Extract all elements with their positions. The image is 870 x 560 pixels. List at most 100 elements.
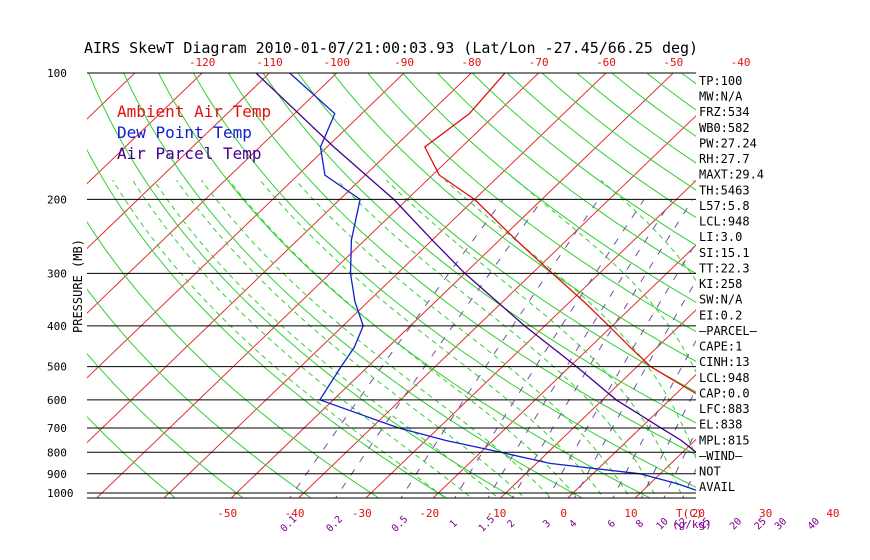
bottom-temp-tick: -50 [217, 507, 237, 520]
side-panel-item: LI:3.0 [699, 230, 742, 244]
dry-adiabat-line [123, 73, 584, 498]
dry-adiabat-line [227, 73, 696, 456]
dry-adiabat-line [367, 73, 696, 333]
x-axis-label-mixing: (g/kg) [672, 518, 712, 531]
top-temp-tick: -90 [394, 56, 414, 69]
x-axis-label-temp: T(C) [676, 507, 703, 520]
pressure-tick-labels: 100 200 300 400 500 600 700 800 900 1000 [47, 67, 74, 500]
dry-adiabat-line [87, 148, 448, 498]
dry-adiabat-line [158, 73, 652, 498]
side-panel-item: PW:27.24 [699, 136, 757, 150]
mixing-ratio-line [781, 199, 870, 502]
bottom-temp-tick: -20 [419, 507, 439, 520]
side-panel-item: SW:N/A [699, 293, 743, 307]
side-panel-item: TP:100 [699, 74, 742, 88]
isotherm-line [95, 73, 540, 498]
pressure-tick-label: 200 [47, 193, 67, 206]
side-panel-item: CAP:0.0 [699, 386, 750, 400]
bottom-temp-tick: 10 [624, 507, 637, 520]
chart-title: AIRS SkewT Diagram 2010-01-07/21:00:03.9… [84, 39, 698, 57]
isotherm-line [0, 64, 10, 502]
top-temp-labels: -120 -110 -100 -90 -80 -70 -60 -50 -40 [189, 56, 751, 69]
top-temp-tick: -120 [189, 56, 216, 69]
top-temp-tick: -80 [461, 56, 481, 69]
side-panel-item: RH:27.7 [699, 152, 750, 166]
moist-adiabat-line [385, 179, 684, 498]
mixing-ratio-tick: 8 [634, 518, 646, 530]
legend: Ambient Air Temp Dew Point Temp Air Parcel… [117, 102, 271, 163]
dry-adiabat-line [297, 73, 696, 393]
side-panel-item: AVAIL [699, 480, 735, 494]
bottom-temp-tick: 30 [759, 507, 772, 520]
side-panel-item: LCL:948 [699, 371, 750, 385]
mixing-ratio-tick: 1 [448, 518, 460, 530]
side-panel-item: —PARCEL— [699, 324, 758, 338]
dry-adiabat-line [87, 352, 244, 498]
isobar-lines [87, 72, 696, 499]
dry-adiabat-line [87, 416, 177, 498]
mixing-ratio-tick: 20 [728, 516, 744, 532]
bottom-temp-tick: 20 [692, 507, 705, 520]
top-temp-tick: -50 [663, 56, 683, 69]
side-panel-item: CINH:13 [699, 355, 750, 369]
bottom-temp-tick: 40 [826, 507, 839, 520]
moist-adiabat-line [176, 179, 526, 498]
dry-adiabat-line [751, 73, 870, 502]
pressure-tick-label: 1000 [47, 487, 74, 500]
moist-adiabat-line [200, 179, 552, 498]
top-temp-tick: -60 [596, 56, 616, 69]
plot-area [0, 64, 870, 502]
side-panel-item: MAXT:29.4 [699, 168, 764, 182]
legend-entry: Dew Point Temp [117, 123, 252, 142]
side-panel-item: EI:0.2 [699, 308, 742, 322]
side-panel-item: FRZ:534 [699, 105, 750, 119]
mixing-ratio-line [760, 199, 870, 502]
series-line [289, 73, 696, 491]
pressure-tick-label: 600 [47, 394, 67, 407]
mixing-ratio-line [736, 199, 870, 502]
pressure-tick-label: 100 [47, 67, 67, 80]
side-panel-item: SI:15.1 [699, 246, 750, 260]
mixing-ratio-tick: 30 [773, 516, 789, 532]
mixing-ratio-line [400, 199, 599, 498]
pressure-tick-label: 700 [47, 422, 67, 435]
moist-adiabat-line [444, 179, 696, 460]
dry-adiabat-line [332, 73, 696, 362]
isotherm-line [766, 64, 870, 502]
side-panel-item: L57:5.8 [699, 199, 750, 213]
isotherm-line [87, 73, 405, 379]
isotherm-line [87, 73, 338, 314]
moist-adiabat-line [295, 179, 631, 498]
side-panel-item: —WIND— [699, 449, 743, 463]
bottom-temp-tick: -40 [285, 507, 305, 520]
side-panel-item: MPL:815 [699, 433, 750, 447]
mixing-ratio-lines [289, 199, 870, 502]
side-panel-item: TH:5463 [699, 183, 750, 197]
bottom-temp-tick: -30 [352, 507, 372, 520]
moist-adiabat-line [777, 180, 815, 502]
bottom-temp-labels: -50 -40 -30 -20 -10 0 10 20 30 40 [217, 507, 839, 520]
mixing-ratio-tick: 6 [606, 518, 618, 530]
mixing-ratio-tick: 2 [505, 518, 517, 530]
bottom-temp-tick: -10 [487, 507, 507, 520]
isotherm-line [230, 73, 674, 498]
side-panel-item: EL:838 [699, 418, 742, 432]
legend-entry: Ambient Air Temp [117, 102, 271, 121]
isotherm-line [87, 73, 203, 185]
side-panel-item: KI:258 [699, 277, 742, 291]
moist-adiabat-line [153, 179, 499, 498]
dry-adiabat-line [262, 73, 696, 424]
side-panel-item: MW:N/A [699, 90, 743, 104]
moist-adiabat-line [259, 179, 605, 498]
isotherm-line [0, 64, 77, 502]
pressure-tick-label: 500 [47, 361, 67, 374]
dry-adiabat-line [821, 73, 870, 502]
mixing-ratio-tick: 10 [655, 516, 671, 532]
isotherm-line [297, 115, 696, 498]
moist-adiabat-line [228, 179, 579, 498]
dry-adiabat-line [786, 73, 870, 502]
side-panel-item: CAPE:1 [699, 340, 742, 354]
mixing-ratio-tick: 40 [806, 516, 822, 532]
